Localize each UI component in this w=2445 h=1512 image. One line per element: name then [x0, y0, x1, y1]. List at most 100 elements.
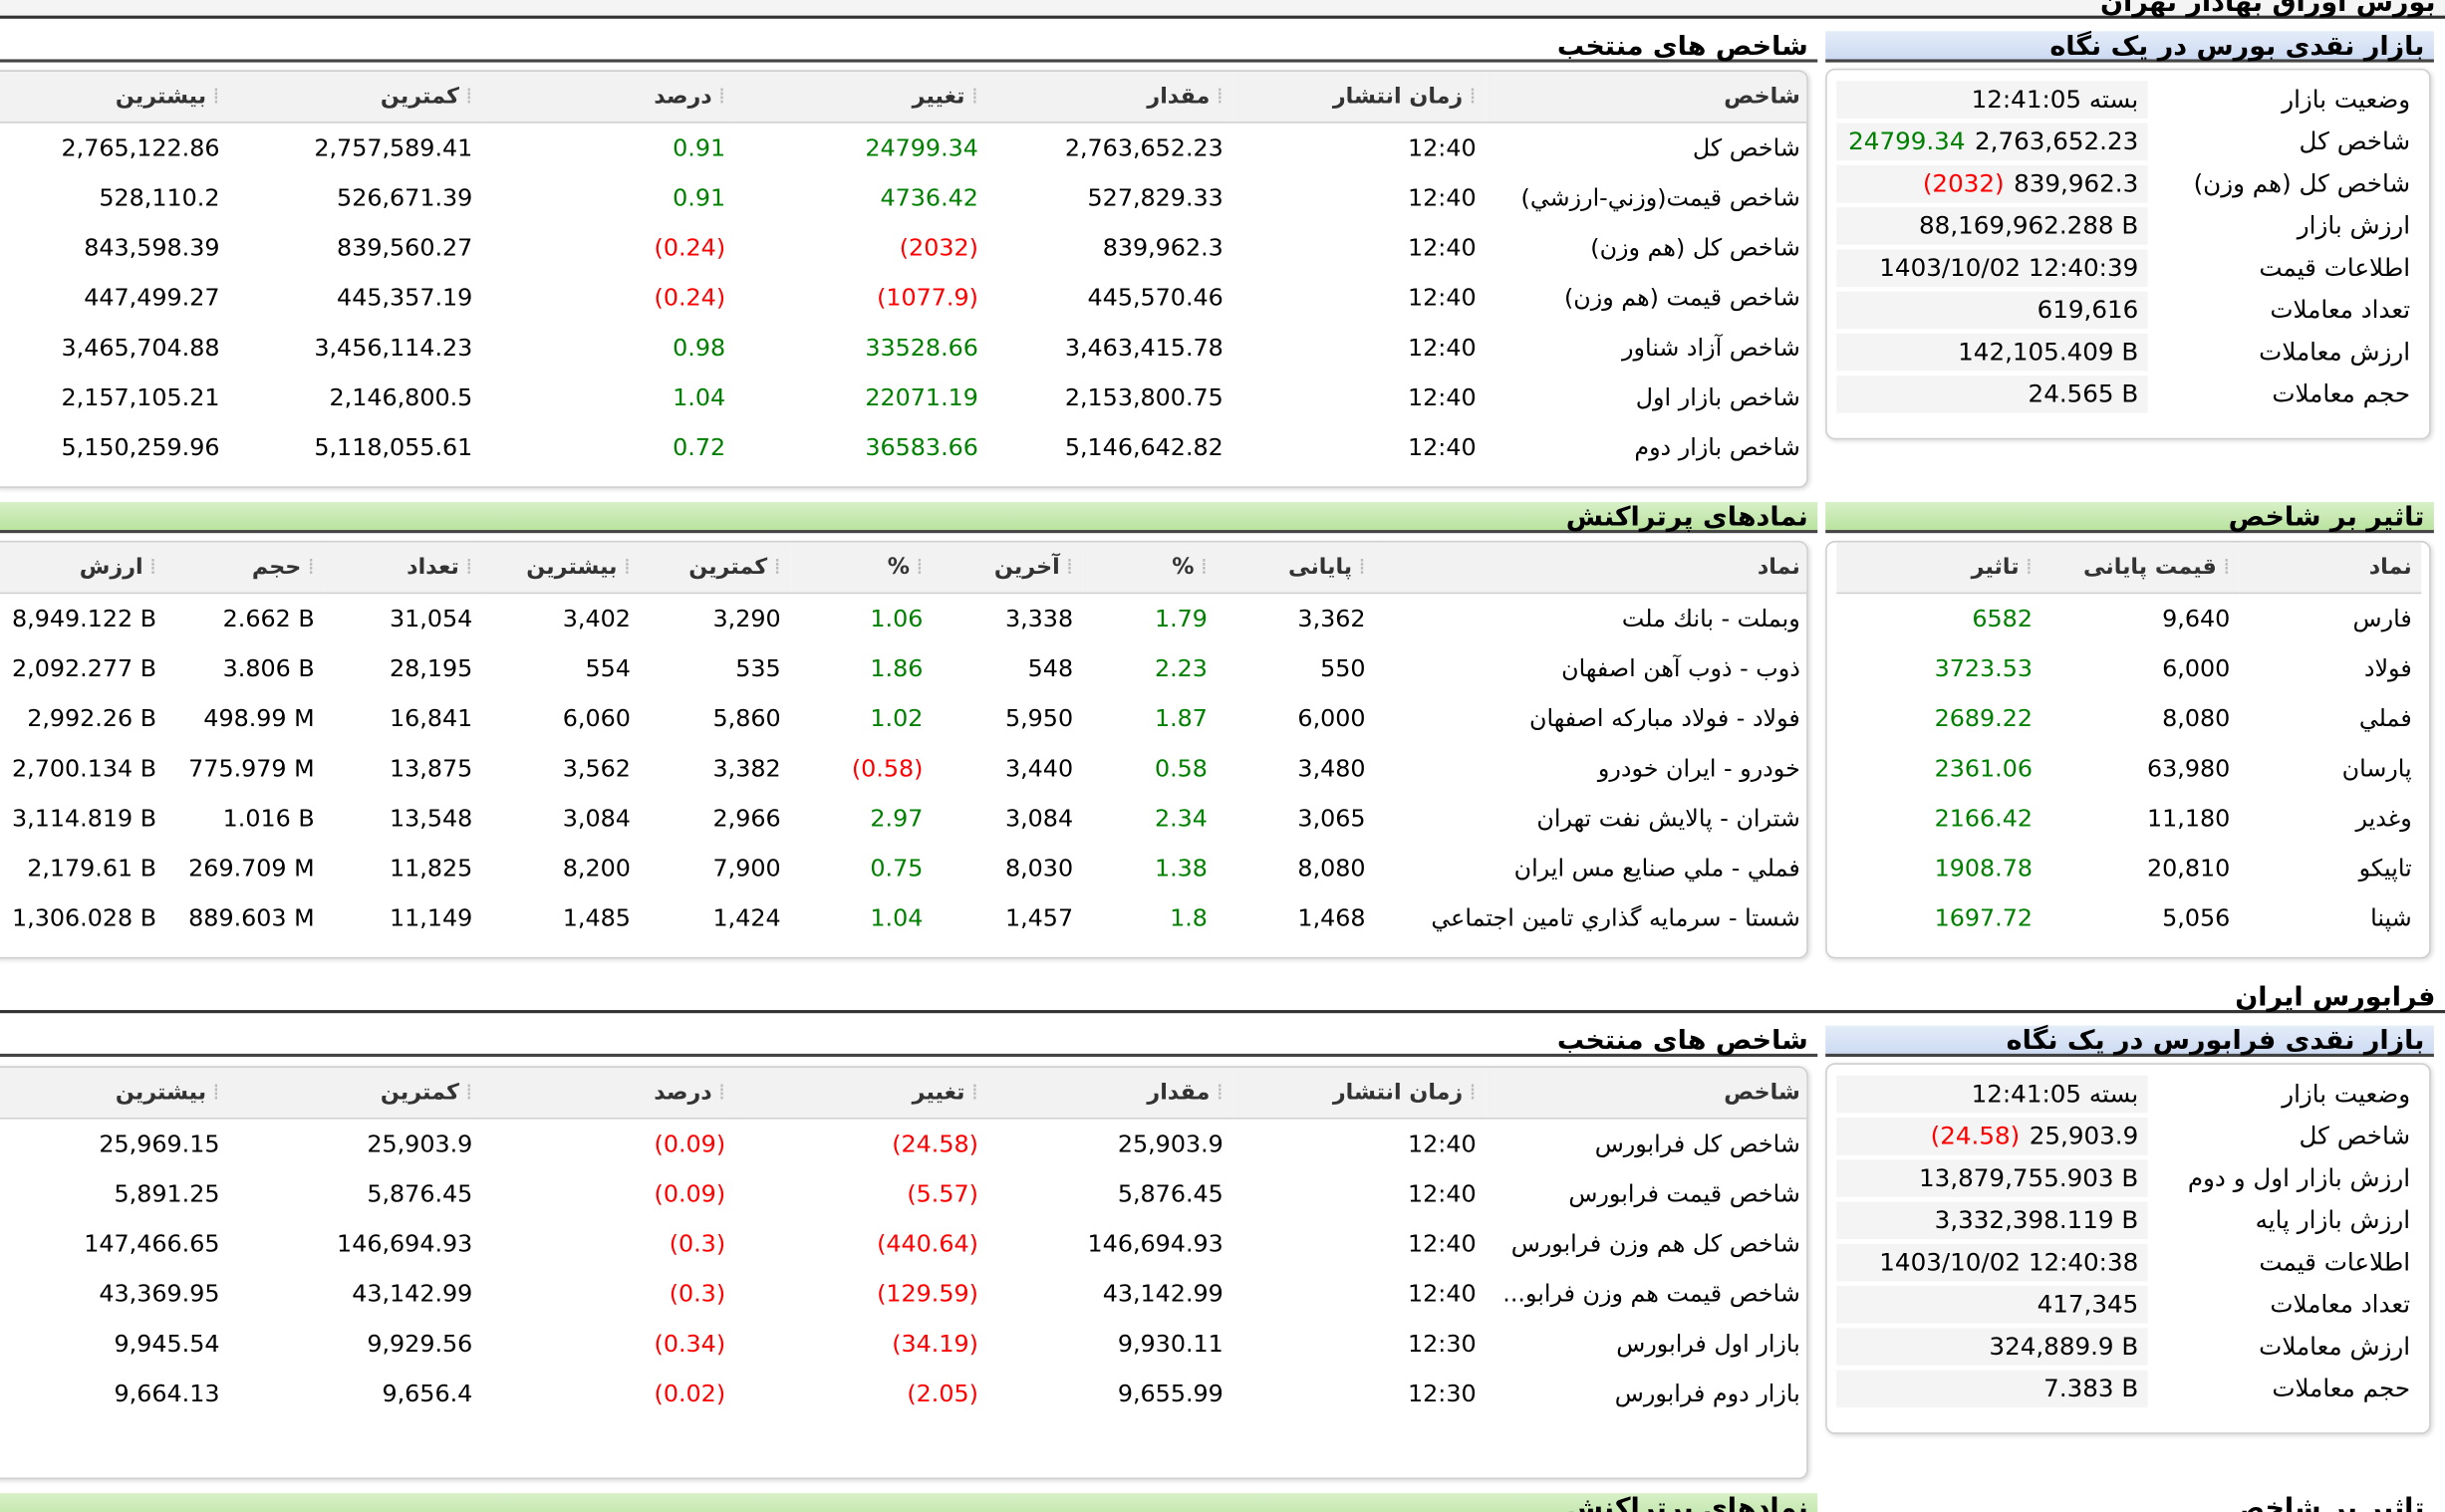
ifb-index-column-header[interactable]: مقدار ⁞ [987, 1067, 1233, 1120]
impact-symbol[interactable]: پارسان [2341, 754, 2412, 783]
ifb-glance-label: ارزش معاملات [2147, 1328, 2420, 1366]
impact-column-header[interactable]: نماد [2239, 542, 2422, 595]
impact-column-header[interactable]: تاثیر ⁞ [1836, 542, 2042, 595]
tse-index-percent: (0.24) [654, 283, 726, 312]
ifb-index-low: 9,929.56 [367, 1329, 473, 1359]
active-close: 3,362 [1297, 605, 1366, 633]
active-column-header[interactable]: ارزش ⁞ [0, 542, 166, 595]
tse-index-column-header[interactable]: کمترین ⁞ [229, 71, 482, 124]
active-column-header[interactable]: پایانی ⁞ [1217, 542, 1376, 595]
tse-glance-change: 24799.34 [1848, 127, 1966, 156]
active-symbol[interactable]: شتران - پالايش نفت تهران [1536, 804, 1800, 833]
tse-index-column-separator: ⁞ [718, 84, 726, 110]
active-volume: 775.979 M [188, 754, 315, 783]
active-low: 7,900 [712, 854, 781, 882]
ifb-index-column-header[interactable]: کمترین ⁞ [229, 1067, 482, 1120]
impact-symbol[interactable]: شپنا [2370, 903, 2412, 932]
tse-index-change: 22071.19 [865, 382, 978, 412]
impact-price: 9,640 [2162, 605, 2231, 633]
active-column-header[interactable]: نماد [1375, 542, 1807, 595]
active-symbol[interactable]: وبملت - بانك ملت [1621, 605, 1800, 633]
tse-index-name[interactable]: شاخص کل (هم وزن) [1590, 233, 1800, 262]
impact-price: 6,000 [2162, 654, 2231, 683]
ifb-index-name[interactable]: شاخص قيمت فرابورس [1568, 1179, 1800, 1208]
ifb-index-name[interactable]: بازار اول فرابورس [1616, 1329, 1800, 1359]
tse-index-name[interactable]: شاخص آزاد شناور [1621, 333, 1800, 363]
active-close-percent: 1.79 [1154, 605, 1208, 633]
impact-symbol[interactable]: وغدير [2355, 804, 2412, 833]
ifb-index-name[interactable]: شاخص كل هم وزن فرابورس [1510, 1229, 1800, 1258]
tse-index-column-header[interactable]: بیشترین ⁞ [0, 71, 230, 124]
active-last: 3,440 [1004, 754, 1074, 783]
ifb-index-name[interactable]: شاخص كل فرابورس [1594, 1130, 1800, 1158]
ifb-glance-value: 7.383 B [1836, 1370, 2148, 1408]
active-column-header[interactable]: تعداد ⁞ [324, 542, 482, 595]
impact-symbol[interactable]: فارس [2352, 605, 2412, 633]
active-symbol[interactable]: شستا - سرمايه گذاري تامين اجتماعي [1431, 903, 1800, 932]
active-column-header[interactable]: آخرین ⁞ [932, 542, 1083, 595]
impact-symbol[interactable]: فملي [2358, 704, 2412, 733]
tse-index-time: 12:40 [1408, 433, 1477, 462]
tse-index-name[interactable]: شاخص بازار دوم [1634, 433, 1800, 462]
tse-index-column-header-label: زمان انتشار [1332, 84, 1464, 110]
tse-index-column-header[interactable]: شاخص [1486, 71, 1807, 124]
active-column-header[interactable]: % ⁞ [1082, 542, 1218, 595]
tse-glance-label: وضعیت بازار [2147, 81, 2420, 119]
tse-index-column-header[interactable]: درصد ⁞ [481, 71, 735, 124]
active-value: 2,992.26 B [27, 704, 157, 733]
ifb-index-percent: (0.3) [669, 1229, 726, 1258]
active-column-header-label: حجم [251, 555, 302, 581]
active-close: 1,468 [1297, 903, 1366, 932]
tse-index-name[interactable]: شاخص بازار اول [1635, 382, 1800, 412]
active-column-header-label: بیشترین [526, 555, 618, 581]
active-column-header[interactable]: حجم ⁞ [165, 542, 325, 595]
active-volume: 498.99 M [203, 704, 315, 733]
tse-glance-value: 24.565 B [1836, 376, 2148, 413]
impact-symbol[interactable]: تاپيكو [2358, 854, 2412, 882]
impact-symbol[interactable]: فولاد [2363, 654, 2412, 683]
active-symbol[interactable]: فولاد - فولاد مباركه اصفهان [1528, 704, 1800, 733]
impact-column-header[interactable]: قیمت پایانی ⁞ [2041, 542, 2240, 595]
active-count: 11,825 [390, 854, 473, 882]
ifb-index-time: 12:40 [1408, 1229, 1477, 1258]
tse-index-name[interactable]: شاخص کل [1692, 133, 1800, 162]
ifb-index-time: 12:40 [1408, 1279, 1477, 1308]
ifb-glance-panel: بسته 12:41:05 وضعیت بازار (24.58) 25,903.9 ش… [1825, 1063, 2431, 1434]
ifb-glance-row: بسته 12:41:05 وضعیت بازار [1836, 1075, 2420, 1114]
impact-value: 2689.22 [1934, 704, 2033, 733]
ifb-index-column-header[interactable]: درصد ⁞ [481, 1067, 735, 1120]
tse-index-column-header[interactable]: تغییر ⁞ [734, 71, 988, 124]
active-count: 31,054 [390, 605, 473, 633]
ifb-glance-row: 417,345 تعداد معاملات [1836, 1286, 2420, 1324]
impact-column-header-label: قیمت پایانی [2082, 555, 2217, 581]
ifb-index-column-header[interactable]: تغییر ⁞ [734, 1067, 988, 1120]
tse-index-name[interactable]: شاخص قیمت(وزني-ارزشي) [1520, 183, 1800, 212]
active-column-separator: ⁞ [916, 555, 924, 581]
active-column-header-label: کمترین [688, 555, 768, 581]
tse-glance-label: شاخص کل [2147, 123, 2420, 161]
tse-index-value: 839,962.3 [1102, 233, 1223, 262]
tse-index-column-header[interactable]: مقدار ⁞ [987, 71, 1233, 124]
ifb-index-column-header[interactable]: شاخص [1486, 1067, 1807, 1120]
ifb-index-name[interactable]: شاخص قيمت هم وزن فرابو... [1502, 1279, 1800, 1308]
tse-index-column-separator: ⁞ [970, 84, 978, 110]
ifb-glance-row: (24.58) 25,903.9 شاخص کل [1836, 1118, 2420, 1155]
tse-glance-title: بازار نقدی بورس در یک نگاه [1825, 31, 2434, 63]
active-column-header[interactable]: بیشترین ⁞ [481, 542, 641, 595]
ifb-index-column-header[interactable]: زمان انتشار ⁞ [1232, 1067, 1487, 1120]
active-column-header[interactable]: % ⁞ [790, 542, 933, 595]
active-symbol[interactable]: خودرو - ايران خودرو [1597, 754, 1800, 783]
active-column-header[interactable]: کمترین ⁞ [640, 542, 791, 595]
tse-index-value: 445,570.46 [1087, 283, 1223, 312]
tse-index-column-header[interactable]: زمان انتشار ⁞ [1232, 71, 1487, 124]
tse-index-name[interactable]: شاخص قیمت (هم وزن) [1563, 283, 1800, 312]
ifb-index-name[interactable]: بازار دوم فرابورس [1614, 1379, 1800, 1408]
active-symbol[interactable]: فملي - ملي صنايع مس ايران [1513, 854, 1800, 882]
active-count: 13,548 [390, 804, 473, 833]
tse-glance-row: 24799.34 2,763,652.23 شاخص کل [1836, 123, 2420, 161]
tse-index-column-separator: ⁞ [212, 84, 220, 110]
active-symbol[interactable]: ذوب - ذوب آهن اصفهان [1561, 654, 1800, 683]
impact-row: 3723.53 6,000 فولاد [1836, 643, 2421, 693]
ifb-index-percent: (0.09) [654, 1179, 726, 1208]
ifb-index-column-header[interactable]: بیشترین ⁞ [0, 1067, 230, 1120]
